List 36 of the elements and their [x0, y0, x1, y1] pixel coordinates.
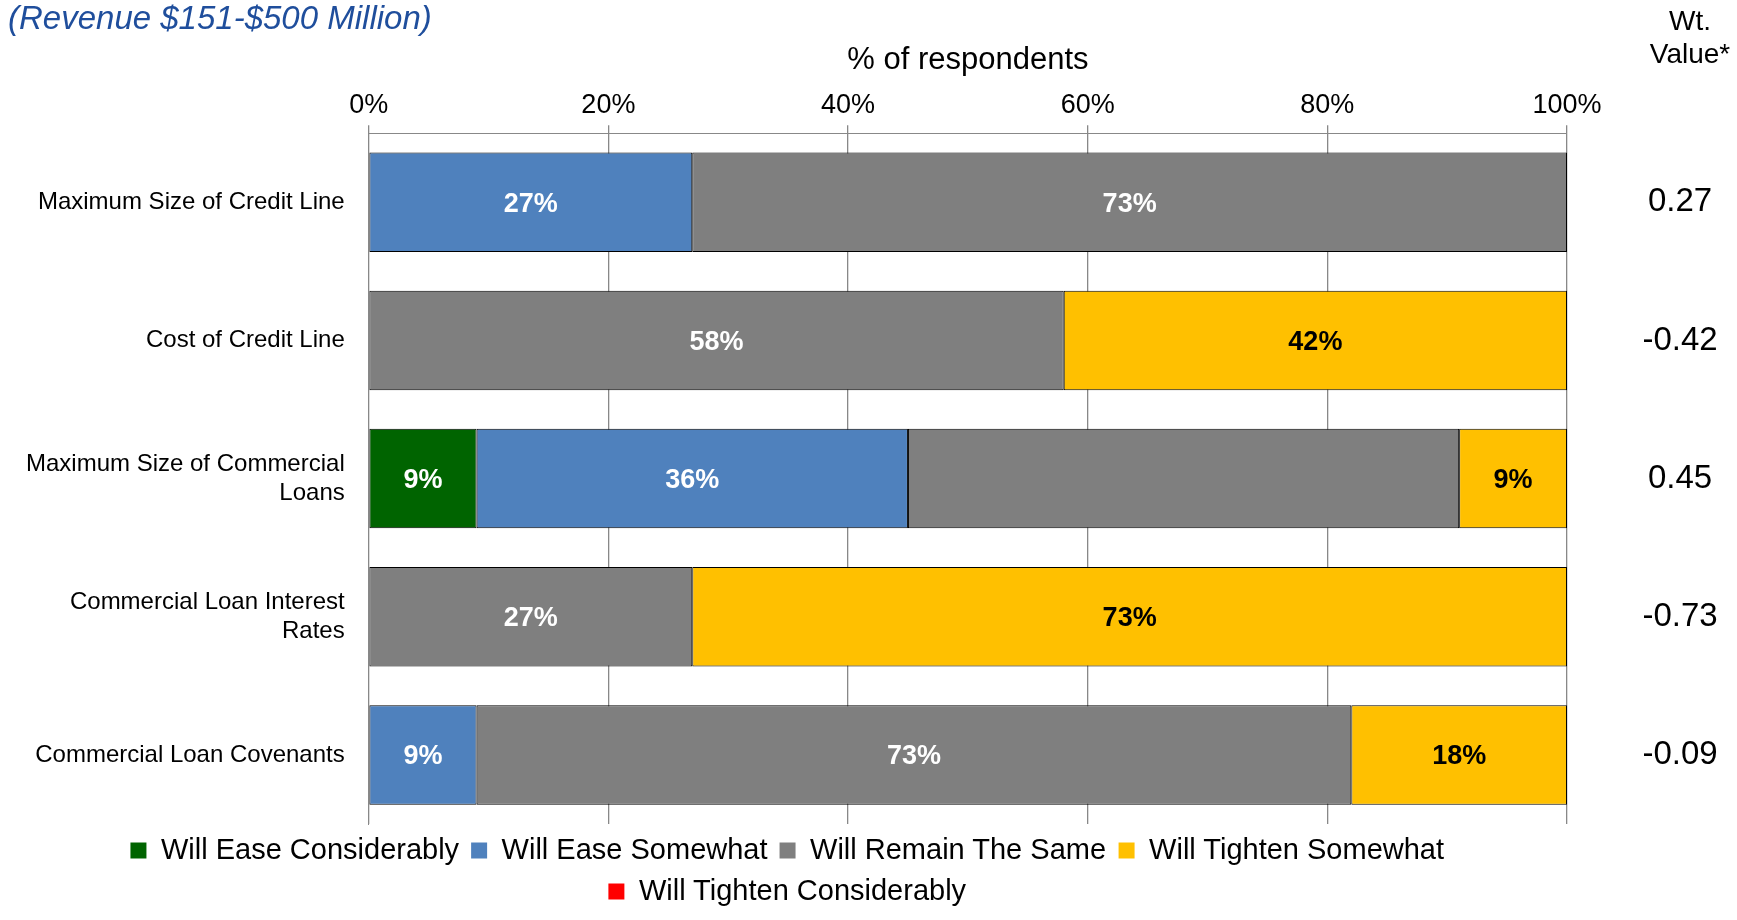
x-axis-title: % of respondents — [847, 40, 1089, 76]
data-label: 73% — [1102, 187, 1157, 218]
legend-label: Will Tighten Somewhat — [1149, 832, 1445, 865]
x-tick-label: 80% — [1300, 89, 1355, 120]
text: -0.09 — [1642, 734, 1718, 772]
data-label: 58% — [689, 325, 744, 356]
data-label: 27% — [503, 602, 558, 633]
y-tick-label: Cost of Credit Line — [145, 325, 345, 353]
legend-label: Will Ease Considerably — [160, 832, 460, 865]
legend-label: Will Ease Somewhat — [501, 832, 768, 865]
y-tick-label: Maximum Size of Commercial Loans — [25, 448, 345, 505]
data-label: 36% — [665, 464, 720, 495]
x-tick-label: 60% — [1060, 89, 1115, 120]
chart-title: (Revenue $151-$500 Million) — [8, 0, 432, 36]
data-label: 9% — [403, 464, 443, 495]
data-label: 9% — [1493, 464, 1533, 495]
x-tick-label: 40% — [821, 89, 876, 120]
legend-label: Will Tighten Considerably — [638, 873, 967, 906]
data-label: 73% — [886, 740, 941, 771]
y-tick-label: Commercial Loan Interest Rates — [69, 586, 346, 643]
data-label: 27% — [503, 187, 558, 218]
text: -0.73 — [1642, 595, 1718, 633]
x-tick-label: 20% — [581, 89, 636, 120]
data-label: 9% — [403, 740, 443, 771]
x-tick-label: 0% — [349, 89, 389, 120]
text: Wt. Value* — [1649, 4, 1731, 69]
y-tick-label: Commercial Loan Covenants — [35, 739, 345, 767]
data-label: 73% — [1102, 602, 1157, 633]
text: -0.42 — [1642, 319, 1718, 357]
text: 0.27 — [1647, 181, 1713, 219]
data-label: 18% — [1432, 740, 1487, 771]
x-tick-label: 100% — [1532, 89, 1602, 120]
text: 0.45 — [1647, 457, 1713, 495]
legend-label: Will Remain The Same — [810, 832, 1107, 865]
data-label: 42% — [1288, 325, 1343, 356]
y-tick-label: Maximum Size of Credit Line — [37, 186, 345, 214]
